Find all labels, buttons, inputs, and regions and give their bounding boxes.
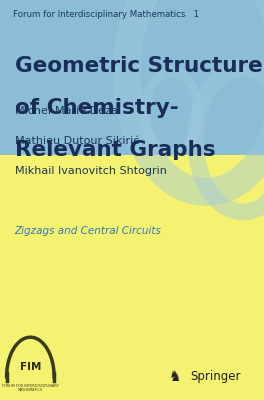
Text: of Chemistry-: of Chemistry- xyxy=(15,98,178,118)
Text: Relevant Graphs: Relevant Graphs xyxy=(15,140,215,160)
Text: Forum for Interdisciplinary Mathematics   1: Forum for Interdisciplinary Mathematics … xyxy=(13,10,199,19)
Text: ♞: ♞ xyxy=(169,370,181,384)
FancyBboxPatch shape xyxy=(0,0,264,155)
Text: FORUM FOR INTERDISCIPLINARY: FORUM FOR INTERDISCIPLINARY xyxy=(2,384,59,388)
FancyBboxPatch shape xyxy=(0,155,264,400)
Text: Mathieu Dutour Sikirić: Mathieu Dutour Sikirić xyxy=(15,136,139,146)
Text: Geometric Structure: Geometric Structure xyxy=(15,56,262,76)
Text: Michel-Marie Deza: Michel-Marie Deza xyxy=(15,106,117,116)
Text: FIM: FIM xyxy=(20,362,41,372)
Text: MATHEMATICS: MATHEMATICS xyxy=(18,388,43,392)
Text: Mikhail Ivanovitch Shtogrin: Mikhail Ivanovitch Shtogrin xyxy=(15,166,166,176)
Text: Springer: Springer xyxy=(190,370,241,383)
Text: Zigzags and Central Circuits: Zigzags and Central Circuits xyxy=(15,226,161,236)
